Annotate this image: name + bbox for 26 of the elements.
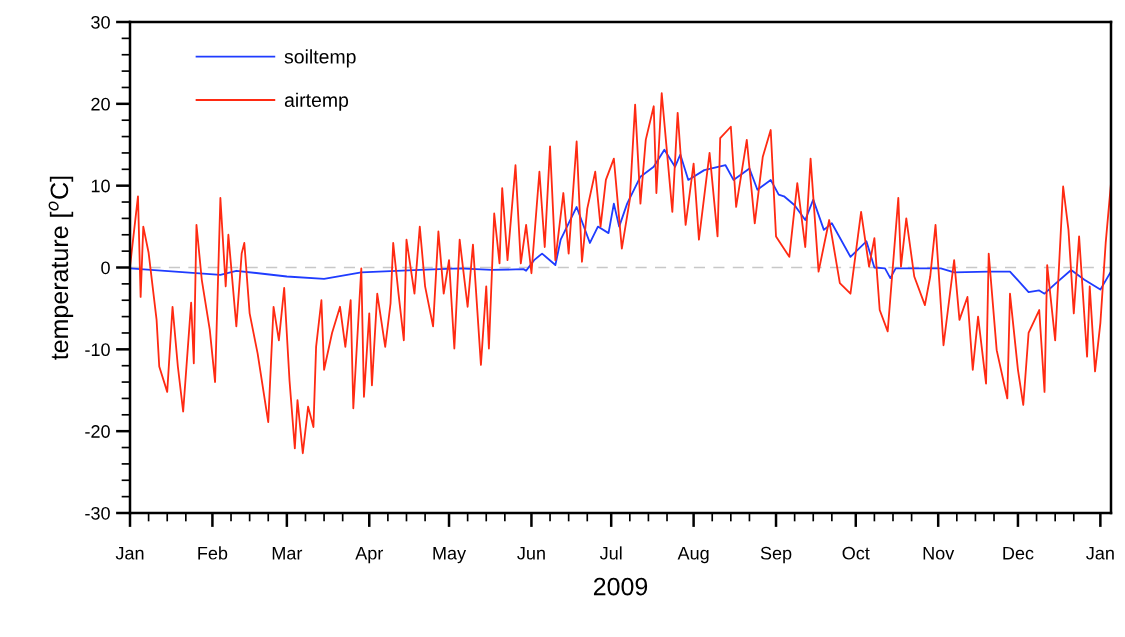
x-tick-label: Jun <box>517 547 545 560</box>
x-tick-label: Sep <box>760 546 792 564</box>
line-series <box>130 148 1111 295</box>
x-tick-label: Dec <box>1003 547 1034 560</box>
x-tick-label: Jan <box>1086 547 1114 560</box>
y-tick-label: -10 <box>85 343 110 357</box>
legend-label: airtemp <box>284 92 349 111</box>
line-series <box>130 92 1111 455</box>
x-tick-label: Aug <box>677 547 709 564</box>
y-axis-title: temperature [$^{o}$C] <box>48 176 74 360</box>
x-tick-label: Nov <box>923 547 955 560</box>
x-tick-label: Feb <box>198 546 228 560</box>
y-tick-label: 10 <box>91 179 110 193</box>
x-tick-label: Oct <box>842 546 870 560</box>
x-tick-label: May <box>433 547 467 564</box>
y-tick-label: -20 <box>85 425 110 438</box>
y-tick-label: -30 <box>85 506 110 520</box>
y-tick-label: 20 <box>91 97 110 111</box>
x-axis-title: 2009 <box>593 577 648 596</box>
x-tick-label: Mar <box>272 547 303 560</box>
y-tick-label: 0 <box>101 261 110 275</box>
x-tick-label: Apr <box>355 547 384 564</box>
legend-label: soiltemp <box>284 49 356 68</box>
y-tick-label: 30 <box>91 15 110 29</box>
x-tick-label: Jan <box>115 547 144 560</box>
x-tick-label: Jul <box>599 546 622 560</box>
